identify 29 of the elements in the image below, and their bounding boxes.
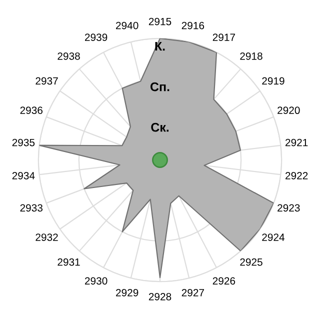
spoke-label: 2926 <box>212 277 236 285</box>
spoke-label: 2923 <box>278 204 300 212</box>
spoke-label: 2928 <box>148 292 172 300</box>
spoke-label: 2920 <box>278 106 300 114</box>
y-tick-label: Ск. <box>151 122 169 132</box>
spoke-label: 2930 <box>85 277 108 285</box>
spoke-label: 2915 <box>148 18 172 26</box>
spoke-label: 2917 <box>212 34 235 41</box>
spoke-label: 2933 <box>20 204 42 212</box>
spoke-label: 2919 <box>262 77 284 85</box>
spoke-label: 2940 <box>116 22 138 30</box>
spoke-label: 2921 <box>286 138 308 146</box>
spoke-label: 2918 <box>240 52 262 60</box>
spoke-label: 2939 <box>85 34 108 41</box>
y-tick-label: К. <box>155 42 165 51</box>
spoke-label: 2931 <box>58 258 80 266</box>
spoke-label: 2936 <box>20 106 42 114</box>
spoke-label: 2938 <box>58 52 80 60</box>
spoke-label: 2934 <box>12 172 35 180</box>
spoke-label: 2935 <box>12 138 35 146</box>
spoke-label: 2916 <box>182 22 204 30</box>
y-tick-label: Сп. <box>150 82 170 92</box>
spoke-label: 2924 <box>262 234 284 241</box>
spoke-label: 2937 <box>36 77 58 85</box>
spoke-label: 2927 <box>182 288 204 296</box>
spoke-label: 2925 <box>240 258 262 266</box>
spoke-label: 2929 <box>116 288 138 296</box>
spoke-label: 2932 <box>36 234 58 241</box>
spoke-label: 2922 <box>286 172 308 180</box>
